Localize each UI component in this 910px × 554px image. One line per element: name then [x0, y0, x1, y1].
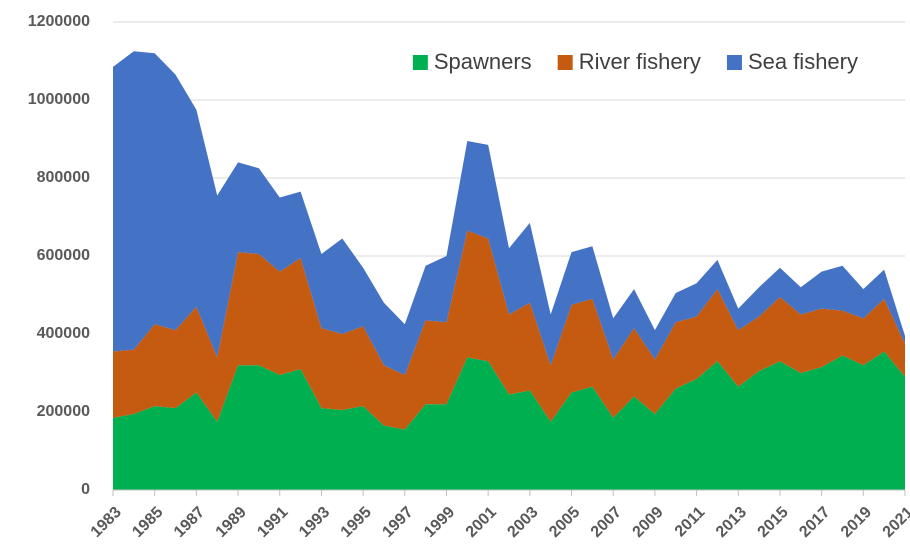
y-tick-label: 1200000	[28, 13, 90, 30]
legend-item: River fishery	[557, 49, 701, 74]
legend-swatch	[412, 55, 428, 70]
x-tick-label: 2003	[504, 504, 541, 541]
x-tick-label: 2017	[796, 504, 833, 541]
y-tick-label: 200000	[37, 403, 90, 420]
x-tick-label: 1985	[129, 504, 166, 541]
x-tick-label: 2015	[755, 504, 792, 541]
y-tick-label: 600000	[37, 247, 90, 264]
x-tick-label: 1987	[171, 504, 208, 541]
x-tick-label: 2001	[463, 504, 500, 541]
legend-item: Spawners	[412, 49, 532, 74]
x-tick-label: 1999	[421, 504, 458, 541]
x-tick-label: 2007	[588, 504, 625, 541]
y-tick-label: 1000000	[28, 91, 90, 108]
y-tick-label: 800000	[37, 169, 90, 186]
area	[113, 51, 905, 375]
x-tick-label: 2021	[880, 504, 910, 541]
legend-label: River fishery	[579, 49, 701, 74]
x-tick-label: 2013	[713, 504, 750, 541]
y-tick-label: 400000	[37, 325, 90, 342]
legend-swatch	[726, 55, 742, 70]
legend-label: Spawners	[434, 49, 532, 74]
x-tick-label: 1993	[296, 504, 333, 541]
x-tick-label: 2009	[630, 504, 667, 541]
y-tick-label: 0	[81, 481, 90, 498]
x-tick-label: 1995	[338, 504, 375, 541]
x-tick-label: 2011	[672, 504, 709, 541]
x-tick-label: 1991	[254, 504, 291, 541]
x-tick-label: 1989	[213, 504, 250, 541]
legend-swatch	[557, 55, 573, 70]
legend-item: Sea fishery	[726, 49, 858, 74]
x-tick-label: 1983	[88, 504, 125, 541]
x-tick-label: 1997	[379, 504, 416, 541]
legend-label: Sea fishery	[748, 49, 858, 74]
x-tick-label: 2005	[546, 504, 583, 541]
x-tick-label: 2019	[838, 504, 875, 541]
area	[113, 230, 905, 430]
area	[113, 351, 905, 490]
